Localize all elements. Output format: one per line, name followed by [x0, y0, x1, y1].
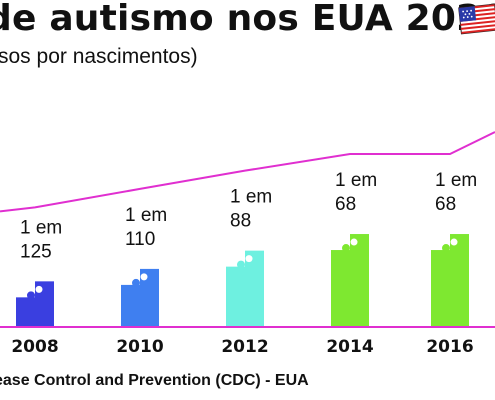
data-label-2016: 1 em 68	[435, 170, 477, 215]
chart-title: de autismo nos EUA 2020	[0, 0, 495, 39]
bar-2014-left	[331, 250, 350, 327]
bar-2008-notch	[35, 285, 43, 293]
bar-2012-notch	[245, 255, 253, 263]
bar-2008	[16, 281, 54, 327]
x-tick-2016: 2016	[426, 337, 473, 357]
bar-2010-right	[140, 268, 159, 327]
x-tick-2010: 2010	[116, 337, 163, 357]
bar-2010-knob	[132, 278, 140, 287]
trend-line	[0, 131, 495, 213]
bar-2016-notch	[450, 238, 458, 246]
bar-2014-right	[350, 234, 369, 327]
data-label-2012: 1 em 88	[230, 187, 272, 232]
x-tick-2012: 2012	[221, 337, 268, 357]
x-tick-2014: 2014	[326, 337, 373, 357]
bar-2008-left	[16, 297, 35, 327]
bar-2012-right	[245, 250, 264, 327]
bar-2016-knob	[442, 244, 450, 253]
bar-2008-knob	[27, 291, 35, 300]
source-note: ease Control and Prevention (CDC) - EUA	[0, 372, 309, 389]
bar-2010-notch	[140, 273, 148, 281]
bar-2010	[121, 268, 159, 327]
bar-2012-left	[226, 266, 245, 327]
bar-2016-right	[450, 234, 469, 327]
bar-2012-knob	[237, 260, 245, 269]
chart-subtitle: sos por nascimentos)	[0, 45, 198, 68]
data-label-2014: 1 em 68	[335, 170, 377, 215]
bar-2012	[226, 250, 264, 327]
bar-2016	[431, 234, 469, 327]
data-label-2008: 1 em 125	[20, 217, 62, 262]
bar-2010-left	[121, 284, 140, 327]
bar-2014-notch	[350, 238, 358, 246]
us-flag-icon	[458, 3, 495, 35]
bar-2014-knob	[342, 244, 350, 253]
data-label-2010: 1 em 110	[125, 205, 167, 250]
bar-2016-left	[431, 250, 450, 327]
bar-2014	[331, 234, 369, 327]
x-tick-2008: 2008	[11, 337, 58, 357]
